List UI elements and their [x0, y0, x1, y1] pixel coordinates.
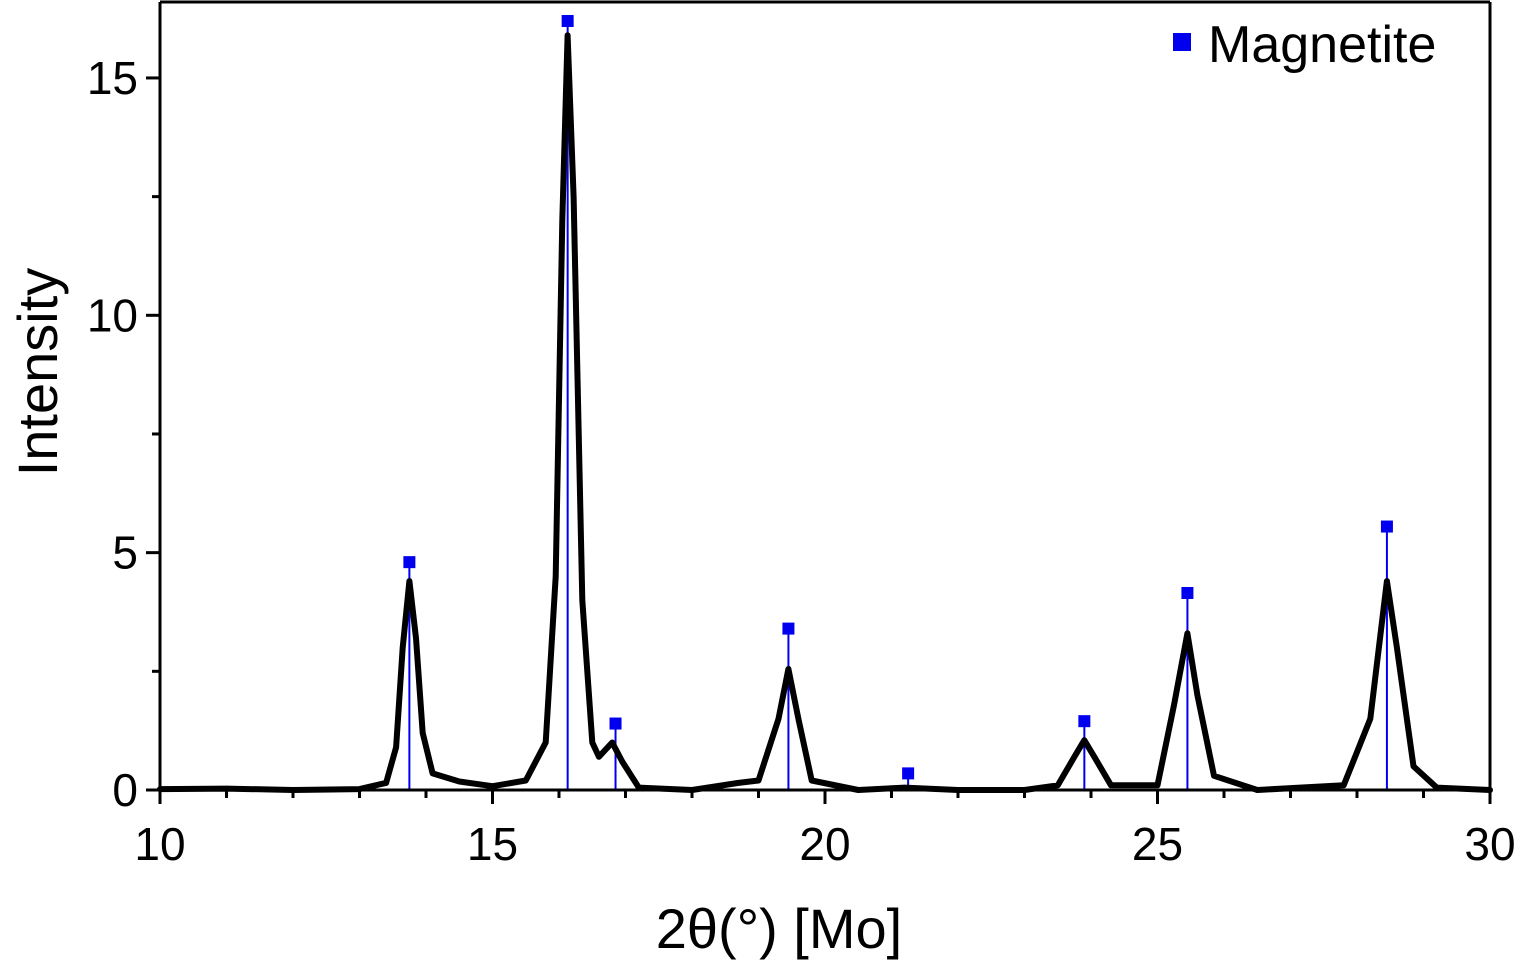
- x-tick-label: 15: [467, 818, 518, 870]
- axes: 10 15 20 25 30 0 5 10 15: [87, 0, 1516, 870]
- diffraction-pattern-line: [157, 32, 1493, 793]
- magnetite-reference-marker-5: [1078, 715, 1091, 728]
- y-tick-label: 15: [87, 52, 138, 104]
- x-tick-label: 10: [134, 818, 185, 870]
- y-tick-label: 5: [112, 527, 138, 579]
- magnetite-reference-marker-1: [561, 14, 574, 27]
- y-tick-label: 0: [112, 764, 138, 816]
- magnetite-reference-marker-3: [782, 622, 795, 635]
- magnetite-reference-marker-6: [1181, 587, 1194, 599]
- y-axis-title: Intensity: [6, 268, 69, 477]
- x-tick-label: 25: [1132, 818, 1183, 870]
- x-tick-label: 30: [1464, 818, 1515, 870]
- magnetite-reference-marker-2: [609, 717, 622, 730]
- magnetite-reference-marker-4: [902, 767, 915, 780]
- legend: Magnetite: [1173, 16, 1436, 74]
- magnetite-reference-marker-7: [1380, 520, 1393, 533]
- legend-label-magnetite: Magnetite: [1208, 16, 1436, 74]
- plot-area: [157, 14, 1493, 793]
- x-tick-label: 20: [799, 818, 850, 870]
- y-tick-label: 10: [87, 289, 138, 341]
- legend-marker-magnetite: [1173, 33, 1191, 51]
- x-axis-title: 2θ(°) [Mo]: [656, 897, 902, 960]
- magnetite-reference-marker-0: [403, 556, 416, 569]
